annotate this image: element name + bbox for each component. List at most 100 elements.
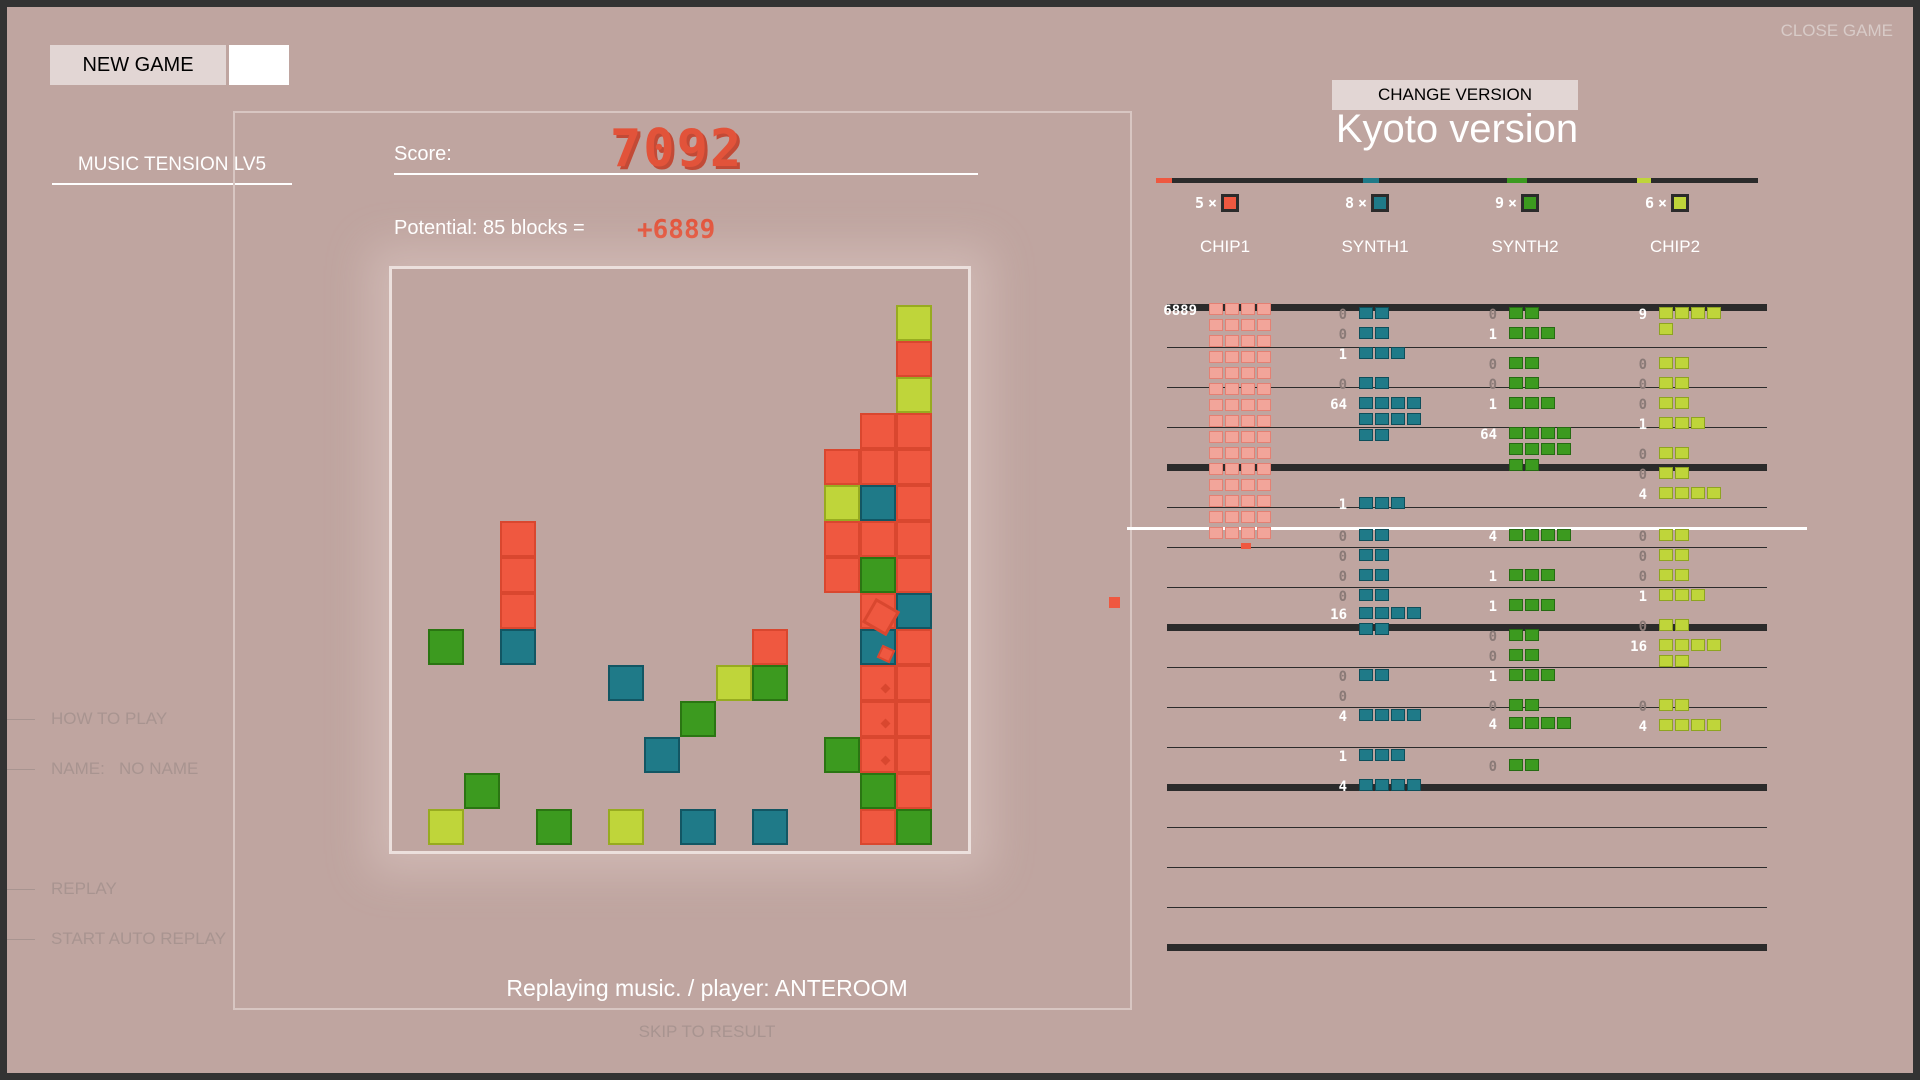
synth2-count-value: 9: [1495, 194, 1505, 212]
synth1-score-number: 0: [1338, 377, 1347, 393]
board-block-red: [896, 521, 932, 557]
board-block-teal: [896, 593, 932, 629]
replay-label: REPLAY: [51, 879, 117, 898]
score-note-block: [1257, 367, 1271, 379]
player-name-link[interactable]: NAME: NO NAME: [7, 759, 198, 779]
link-dash: [7, 718, 35, 720]
score-note-block: [1391, 607, 1405, 619]
score-note-block: [1675, 639, 1689, 651]
score-note-block: [1675, 655, 1689, 667]
board-block-lime: [896, 305, 932, 341]
synth2-score-number: 1: [1488, 569, 1497, 585]
board-block-green: [464, 773, 500, 809]
score-note-block: [1257, 527, 1271, 539]
score-note-block: [1509, 669, 1523, 681]
timeline-marker-chip1: [1156, 178, 1172, 183]
synth1-score-number: 4: [1338, 709, 1347, 725]
game-board[interactable]: [389, 266, 971, 854]
close-game-button[interactable]: CLOSE GAME: [1780, 21, 1893, 40]
board-block-red: [896, 485, 932, 521]
board-block-teal: [608, 665, 644, 701]
chip2-score-number: 0: [1638, 699, 1647, 715]
score-note-block: [1241, 383, 1255, 395]
score-note-block: [1659, 719, 1673, 731]
score-note-block: [1675, 487, 1689, 499]
score-note-block: [1541, 397, 1555, 409]
new-game-extension[interactable]: [229, 45, 289, 85]
chip2-score-number: 0: [1638, 397, 1647, 413]
score-note-block: [1541, 443, 1555, 455]
staff-line: [1167, 707, 1767, 708]
score-note-block: [1375, 497, 1389, 509]
score-note-block: [1359, 327, 1373, 339]
score-note-block: [1525, 717, 1539, 729]
board-block-red: [752, 629, 788, 665]
score-note-block: [1375, 397, 1389, 409]
score-note-block: [1257, 303, 1271, 315]
chip2-score-number: 0: [1638, 357, 1647, 373]
synth1-score-number: 64: [1330, 397, 1347, 413]
score-note-block: [1541, 569, 1555, 581]
synth2-score-number: 1: [1488, 397, 1497, 413]
score-note-block: [1659, 589, 1673, 601]
staff-bar-line: [1167, 304, 1767, 311]
board-block-teal: [860, 485, 896, 521]
score-note-block: [1675, 719, 1689, 731]
instrument-label-synth2: SYNTH2: [1491, 237, 1559, 256]
board-block-red: [896, 341, 932, 377]
staff-line: [1167, 547, 1767, 548]
skip-to-result-link[interactable]: SKIP TO RESULT: [638, 1022, 776, 1041]
board-block-teal: [500, 629, 536, 665]
score-note-block: [1257, 415, 1271, 427]
synth2-score-number: 0: [1488, 699, 1497, 715]
score-note-block: [1225, 495, 1239, 507]
score-note-block: [1391, 497, 1405, 509]
score-note-block: [1707, 639, 1721, 651]
change-version-button[interactable]: CHANGE VERSION: [1332, 80, 1578, 110]
score-note-block: [1241, 367, 1255, 379]
score-note-block: [1225, 415, 1239, 427]
score-note-block: [1675, 569, 1689, 581]
score-note-block: [1241, 303, 1255, 315]
score-note-block: [1391, 749, 1405, 761]
replay-link[interactable]: REPLAY: [7, 879, 117, 899]
score-note-block: [1391, 709, 1405, 721]
score-note-block: [1509, 717, 1523, 729]
synth2-score-number: 4: [1488, 717, 1497, 733]
score-note-block: [1209, 415, 1223, 427]
score-note-block: [1659, 377, 1673, 389]
staff-line: [1167, 587, 1767, 588]
board-block-lime: [608, 809, 644, 845]
board-block-red: [824, 557, 860, 593]
chip2-score-number: 0: [1638, 447, 1647, 463]
how-to-play-link[interactable]: HOW TO PLAY: [7, 709, 167, 729]
score-note-block: [1257, 511, 1271, 523]
synth2-score-number: 0: [1488, 649, 1497, 665]
chip2-score-number: 9: [1638, 307, 1647, 323]
score-note-block: [1675, 619, 1689, 631]
board-block-green: [860, 557, 896, 593]
score-note-block: [1659, 619, 1673, 631]
board-block-red: [896, 629, 932, 665]
chip2-score-number: 0: [1638, 377, 1647, 393]
score-note-block: [1359, 779, 1373, 791]
score-note-block: [1509, 307, 1523, 319]
board-block-red: [500, 521, 536, 557]
score-note-block: [1525, 397, 1539, 409]
score-note-block: [1359, 569, 1373, 581]
score-note-block: [1691, 307, 1705, 319]
score-note-block: [1225, 367, 1239, 379]
synth1-score-number: 0: [1338, 307, 1347, 323]
chip2-score-number: 0: [1638, 619, 1647, 635]
score-note-block: [1509, 397, 1523, 409]
board-block-green: [428, 629, 464, 665]
score-note-block: [1225, 351, 1239, 363]
instrument-label-chip2: CHIP2: [1649, 237, 1701, 256]
score-note-block: [1707, 487, 1721, 499]
score-note-block: [1541, 599, 1555, 611]
score-note-block: [1257, 495, 1271, 507]
score-note-block: [1659, 467, 1673, 479]
start-auto-replay-link[interactable]: START AUTO REPLAY: [7, 929, 226, 949]
synth2-swatch: [1521, 194, 1540, 212]
new-game-button[interactable]: NEW GAME: [50, 45, 226, 85]
